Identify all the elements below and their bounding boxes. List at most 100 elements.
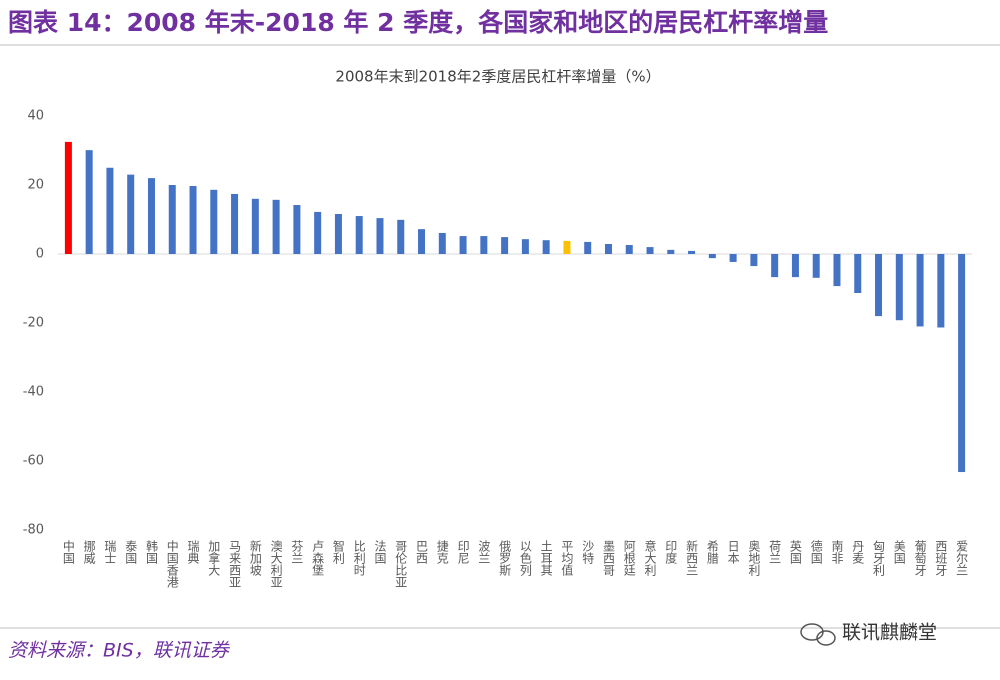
bar <box>189 186 197 254</box>
bar <box>833 254 841 287</box>
x-tick-label: 阿根廷 <box>622 540 636 577</box>
x-tick-label: 中国香港 <box>165 539 179 588</box>
bar <box>168 185 176 254</box>
x-tick-label: 瑞典 <box>186 540 200 564</box>
x-tick-label: 沙特 <box>581 540 595 564</box>
x-tick-label: 新西兰 <box>685 539 699 576</box>
bar <box>875 254 883 317</box>
chart-title: 2008年末到2018年2季度居民杠杆率增量（%） <box>335 68 660 86</box>
x-tick-label: 俄罗斯 <box>498 540 512 577</box>
bar <box>916 254 924 327</box>
x-tick-label: 丹麦 <box>851 540 865 565</box>
bar <box>480 236 488 254</box>
bar <box>231 193 239 254</box>
bar <box>314 211 322 254</box>
x-tick-label: 挪威 <box>82 540 96 565</box>
bar <box>563 240 571 254</box>
x-tick-label: 瑞士 <box>103 540 117 564</box>
watermark-icon <box>800 623 836 646</box>
x-tick-label: 中国 <box>61 539 75 564</box>
bar <box>334 213 342 254</box>
y-tick-label: -60 <box>23 454 44 469</box>
x-tick-label: 哥伦比亚 <box>394 540 408 588</box>
bar <box>293 205 301 254</box>
y-tick-label: 20 <box>27 178 44 193</box>
x-tick-label: 巴西 <box>415 540 429 564</box>
x-tick-label: 智利 <box>331 539 345 564</box>
bar <box>210 189 218 254</box>
bar <box>376 218 384 254</box>
bar <box>521 239 529 254</box>
bar <box>106 167 114 254</box>
bar <box>604 243 612 254</box>
bar <box>584 241 592 254</box>
bar <box>64 141 72 254</box>
x-tick-label: 土耳其 <box>539 540 553 576</box>
bar <box>771 254 779 278</box>
bar <box>667 249 675 254</box>
bar <box>127 174 135 254</box>
x-tick-label: 泰国 <box>124 540 138 564</box>
x-tick-label: 捷克 <box>435 540 449 565</box>
y-tick-label: 40 <box>27 109 44 124</box>
source-note: 资料来源：BIS，联讯证券 <box>8 640 231 662</box>
bar <box>85 150 93 254</box>
x-tick-label: 芬兰 <box>290 540 304 564</box>
bar <box>272 199 280 254</box>
x-tick-label: 西班牙 <box>934 540 948 576</box>
x-tick-label: 印度 <box>664 540 678 564</box>
x-tick-label: 澳大利亚 <box>269 540 283 588</box>
bar <box>854 254 862 293</box>
bar <box>438 232 446 254</box>
bar <box>791 254 799 278</box>
x-tick-label: 日本 <box>726 540 740 565</box>
x-tick-label: 南非 <box>830 539 844 564</box>
x-tick-label: 马来西亚 <box>228 540 242 588</box>
bar <box>729 254 737 262</box>
bar <box>750 254 758 267</box>
bar <box>355 216 363 254</box>
bar <box>418 229 426 254</box>
x-tick-label: 美国 <box>892 540 906 564</box>
bar <box>937 254 945 328</box>
x-tick-label: 平均值 <box>560 540 574 577</box>
bar <box>708 254 716 259</box>
x-tick-label: 荷兰 <box>768 540 782 564</box>
y-tick-label: -20 <box>23 316 44 331</box>
x-tick-label: 爱尔兰 <box>955 540 969 576</box>
x-tick-label: 加拿大 <box>207 540 221 576</box>
bar <box>147 178 155 254</box>
x-tick-label: 法国 <box>373 540 387 564</box>
bar <box>542 240 550 254</box>
bar <box>459 236 467 254</box>
bar <box>895 254 903 321</box>
bar <box>251 198 259 254</box>
bar <box>688 250 696 254</box>
page-title: 图表 14：2008 年末-2018 年 2 季度，各国家和地区的居民杠杆率增量 <box>8 8 828 37</box>
bar <box>501 237 509 254</box>
x-tick-label: 卢森堡 <box>311 539 325 576</box>
x-tick-label: 匈牙利 <box>872 540 886 576</box>
x-tick-label: 印尼 <box>456 540 470 564</box>
bar <box>812 254 820 278</box>
y-tick-label: -80 <box>23 523 44 538</box>
x-tick-label: 以色列 <box>518 540 532 576</box>
x-tick-label: 韩国 <box>144 539 158 564</box>
x-tick-label: 墨西哥 <box>601 540 615 576</box>
x-tick-label: 波兰 <box>477 540 491 564</box>
bar <box>397 219 405 254</box>
x-tick-label: 新加坡 <box>248 539 262 576</box>
y-tick-label: -40 <box>23 385 44 400</box>
bar <box>958 254 966 473</box>
x-tick-label: 英国 <box>788 540 802 564</box>
x-tick-label: 希腊 <box>705 539 719 564</box>
x-tick-label: 意大利 <box>643 539 657 576</box>
x-tick-label: 葡萄牙 <box>913 540 927 576</box>
watermark: 联讯麒麟堂 <box>842 622 937 644</box>
x-tick-label: 比利时 <box>352 540 366 576</box>
bar <box>646 247 654 254</box>
y-tick-label: 0 <box>36 247 44 262</box>
x-tick-label: 德国 <box>809 539 823 564</box>
